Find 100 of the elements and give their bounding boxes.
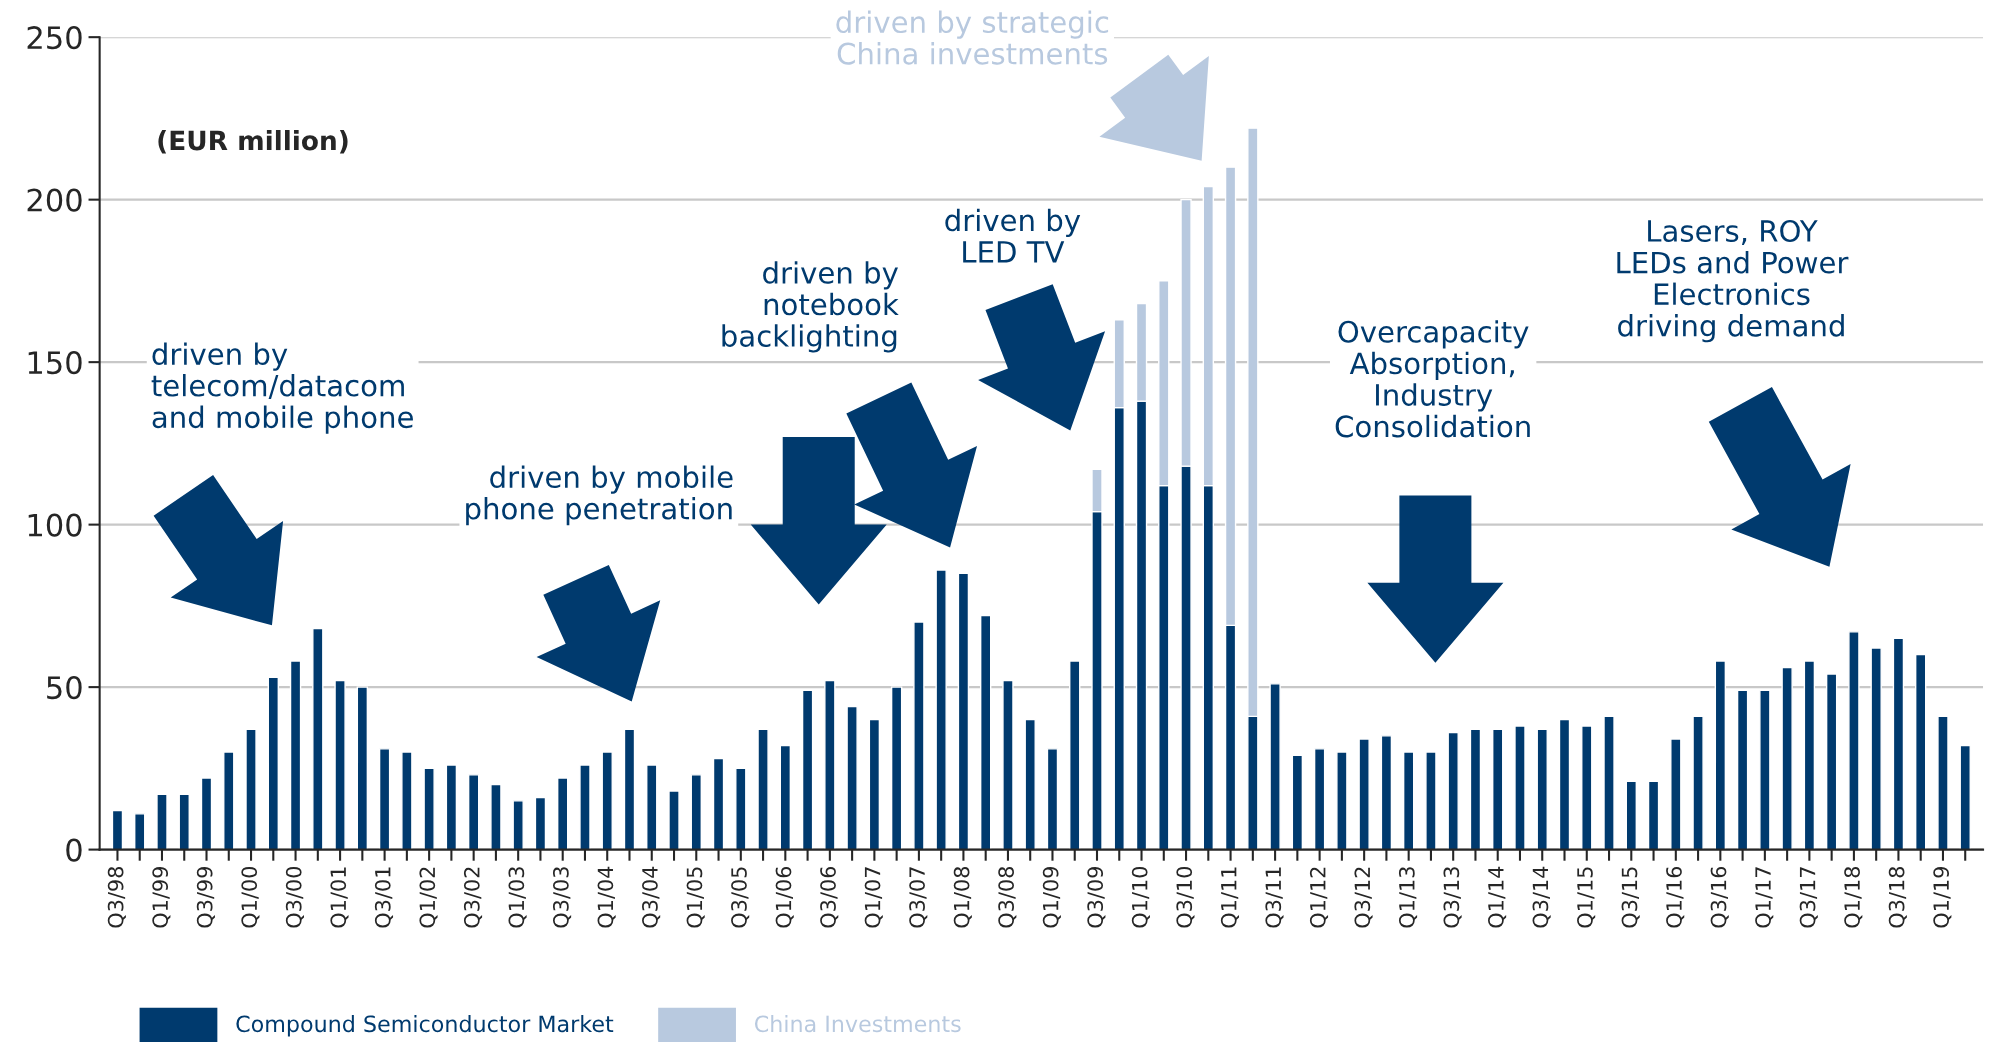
bar [1736, 689, 1749, 850]
bar [801, 689, 814, 850]
bar [1759, 689, 1771, 850]
bar [1603, 715, 1615, 850]
y-tick-label: 100 [28, 513, 82, 537]
x-tick-label: Q1/08 [953, 867, 972, 928]
bar [1024, 718, 1036, 850]
x-tick-label: Q1/99 [152, 867, 171, 928]
x-tick-label: Q3/17 [1799, 867, 1818, 928]
x-tick-label: Q1/04 [597, 866, 616, 928]
annotation: driven by mobile phone penetration [466, 465, 733, 526]
bar [111, 809, 124, 850]
y-tick-label: 0 [66, 838, 82, 862]
y-axis-title: (EUR million) [158, 130, 348, 154]
bar [1848, 631, 1860, 850]
x-tick-label: Q1/13 [1398, 867, 1418, 928]
bar [846, 705, 858, 850]
bar [1447, 731, 1459, 850]
bar [1714, 660, 1727, 850]
bar [1402, 751, 1415, 850]
bar [401, 751, 413, 850]
x-tick-label: Q1/18 [1844, 867, 1863, 928]
x-tick-label: Q3/03 [552, 867, 572, 928]
y-tick-label: 250 [27, 26, 82, 50]
bar [267, 676, 279, 850]
x-tick-label: Q3/16 [1710, 866, 1729, 928]
bar [579, 764, 591, 850]
bar [512, 800, 524, 850]
annotation: driven by notebook backlighting [722, 261, 899, 353]
x-tick-label: Q3/01 [374, 867, 394, 928]
x-tick-label: Q1/00 [241, 866, 260, 928]
bar [334, 679, 346, 850]
annotation: driven by LED TV [945, 208, 1081, 263]
x-tick-label: Q1/02 [419, 867, 438, 928]
bar [646, 764, 658, 850]
bar [467, 774, 480, 850]
bar [1625, 780, 1637, 850]
bar [1492, 728, 1504, 850]
x-tick-label: Q3/10 [1176, 866, 1195, 928]
x-tick-label: Q1/14 [1488, 866, 1507, 928]
x-tick-label: Q1/16 [1666, 866, 1685, 928]
bar [890, 686, 903, 850]
x-tick-label: Q3/00 [285, 866, 304, 928]
x-tick-label: Q1/03 [508, 867, 527, 928]
bar [1002, 679, 1014, 850]
bar [1892, 637, 1905, 850]
bar [1558, 718, 1571, 850]
x-tick-label: Q3/05 [731, 867, 750, 928]
bar [534, 796, 547, 850]
bar [1781, 666, 1793, 850]
x-tick-label: Q1/11 [1220, 867, 1240, 928]
bar [935, 569, 947, 850]
annotation: driven by telecom/datacom and mobile phone [151, 342, 413, 434]
annotation: driven by strategic China investments [836, 10, 1109, 65]
bar [1647, 780, 1660, 850]
bar [690, 774, 702, 850]
x-tick-label: Q1/19 [1933, 867, 1952, 928]
bar [423, 767, 435, 850]
bar [1803, 660, 1816, 850]
bar [289, 660, 302, 850]
x-tick-label: Q3/18 [1888, 867, 1907, 928]
bar [623, 728, 636, 850]
bar [1670, 738, 1682, 850]
bar [134, 813, 146, 850]
bar [1959, 744, 1971, 850]
bar [1692, 715, 1704, 850]
bar [913, 621, 925, 850]
bar [779, 744, 792, 850]
bar [1514, 725, 1526, 850]
bar [1425, 751, 1437, 850]
x-tick-label: Q1/01 [330, 867, 349, 928]
y-tick-label: 50 [47, 676, 82, 700]
x-tick-label: Q1/17 [1755, 867, 1774, 928]
bar [668, 790, 680, 850]
x-tick-label: Q3/04 [642, 866, 661, 928]
bar [735, 767, 747, 850]
bar [1870, 647, 1882, 850]
x-tick-label: Q3/11 [1265, 867, 1284, 928]
bar [178, 793, 190, 850]
bar [1358, 738, 1370, 850]
bar [868, 718, 881, 850]
x-tick-label: Q1/09 [1042, 867, 1061, 928]
bar [356, 686, 369, 850]
legend-label: China Investments [754, 1015, 961, 1033]
x-tick-label: Q3/13 [1443, 867, 1462, 928]
x-tick-label: Q3/09 [1087, 867, 1106, 928]
bar [490, 783, 502, 850]
bar [1046, 748, 1059, 850]
bar [979, 614, 992, 850]
x-tick-label: Q1/06 [775, 866, 794, 928]
annotation: Overcapacity Absorption, Industry Consolidation [1335, 320, 1530, 438]
y-tick-label: 200 [27, 188, 82, 212]
x-tick-label: Q1/12 [1309, 867, 1329, 928]
x-tick-label: Q3/14 [1532, 866, 1551, 928]
bar [445, 764, 458, 850]
x-tick-label: Q3/02 [463, 867, 483, 928]
bar [1313, 748, 1326, 850]
bar [712, 757, 725, 850]
x-tick-label: Q3/06 [820, 866, 839, 928]
x-tick-label: Q1/05 [686, 867, 705, 928]
